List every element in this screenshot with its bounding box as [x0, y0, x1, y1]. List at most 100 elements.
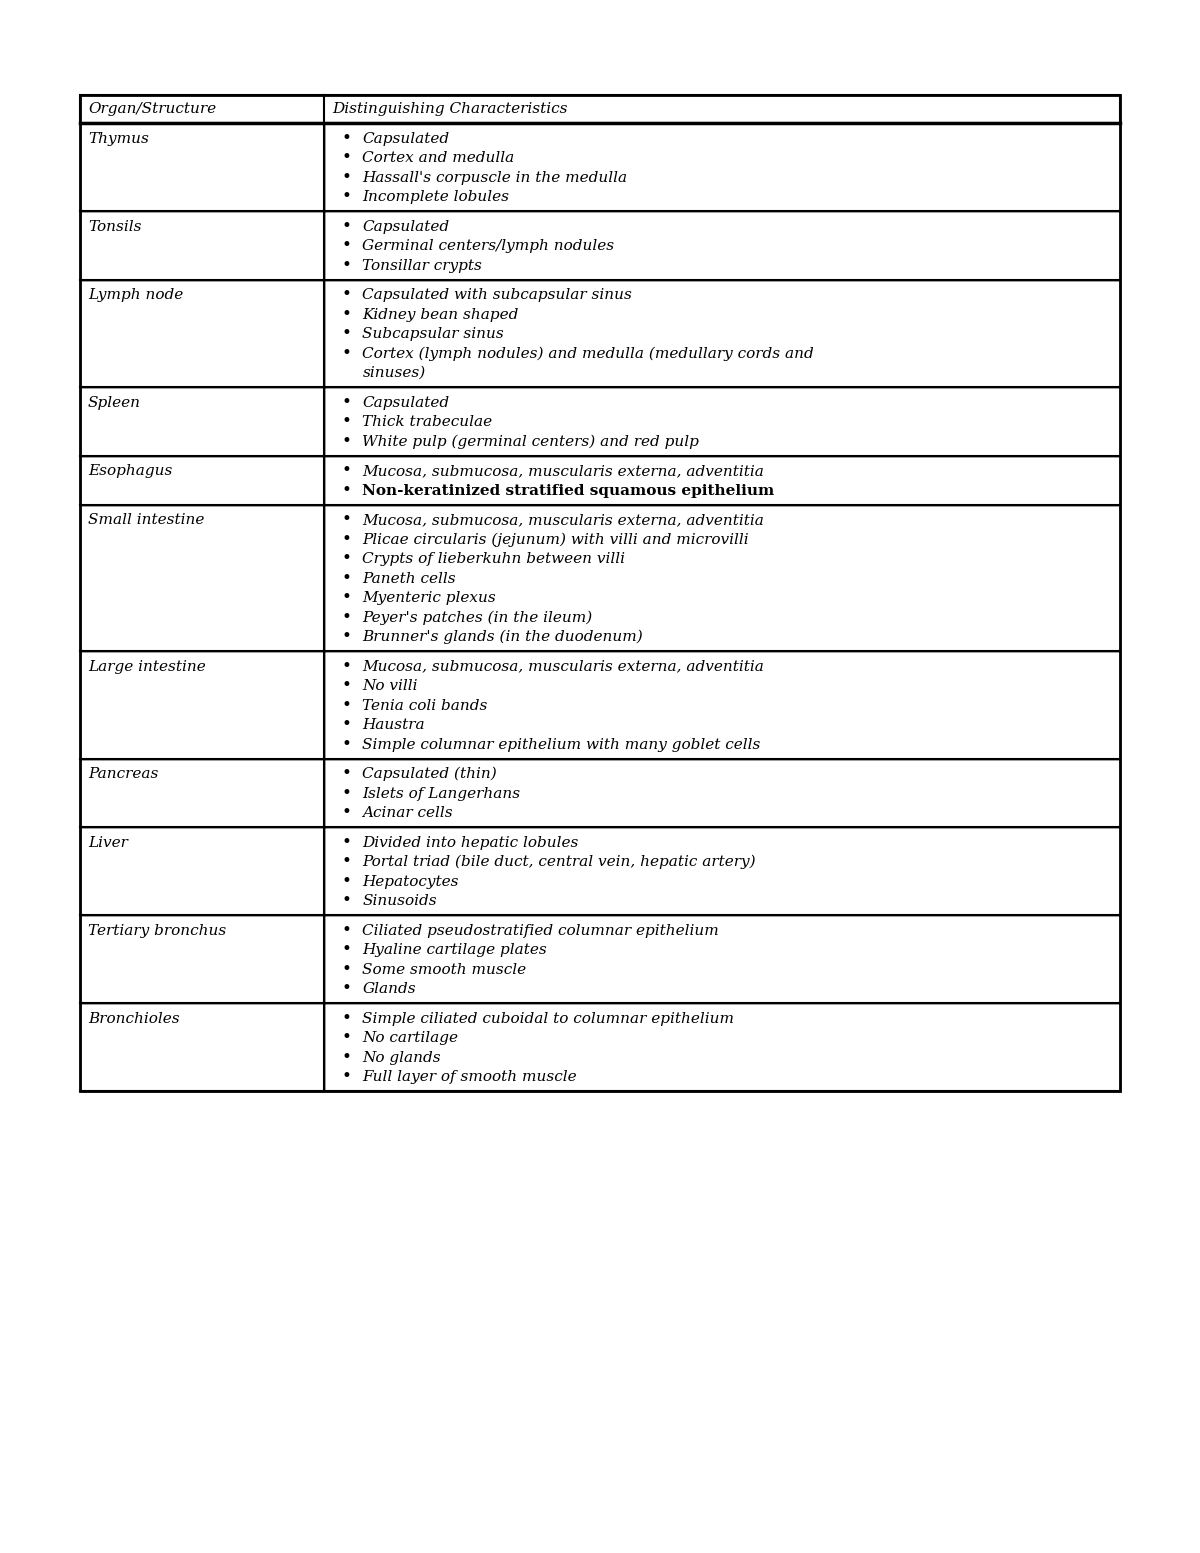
- Text: Tonsils: Tonsils: [88, 219, 142, 233]
- Text: •: •: [342, 511, 352, 528]
- Text: Portal triad (bile duct, central vein, hepatic artery): Portal triad (bile duct, central vein, h…: [362, 854, 756, 870]
- Text: Incomplete lobules: Incomplete lobules: [362, 189, 509, 203]
- Text: •: •: [342, 570, 352, 587]
- Bar: [324, 505, 1120, 651]
- Text: •: •: [342, 627, 352, 644]
- Bar: [80, 455, 324, 505]
- Text: •: •: [342, 697, 352, 714]
- Text: •: •: [342, 345, 352, 362]
- Text: Hassall's corpuscle in the medulla: Hassall's corpuscle in the medulla: [362, 171, 628, 185]
- Text: •: •: [342, 766, 352, 783]
- Text: Peyer's patches (in the ileum): Peyer's patches (in the ileum): [362, 610, 593, 624]
- Bar: [324, 828, 1120, 915]
- Text: •: •: [342, 609, 352, 626]
- Text: Germinal centers/lymph nodules: Germinal centers/lymph nodules: [362, 239, 614, 253]
- Text: sinuses): sinuses): [362, 367, 426, 380]
- Text: •: •: [342, 736, 352, 753]
- Text: •: •: [342, 853, 352, 870]
- Text: •: •: [342, 531, 352, 548]
- Text: Divided into hepatic lobules: Divided into hepatic lobules: [362, 836, 578, 849]
- Text: •: •: [342, 463, 352, 480]
- Text: •: •: [342, 149, 352, 166]
- Bar: [80, 1003, 324, 1092]
- Text: Tonsillar crypts: Tonsillar crypts: [362, 259, 482, 273]
- Text: Capsulated: Capsulated: [362, 396, 450, 410]
- Text: •: •: [342, 677, 352, 694]
- Text: Simple columnar epithelium with many goblet cells: Simple columnar epithelium with many gob…: [362, 738, 761, 752]
- Text: Thymus: Thymus: [88, 132, 149, 146]
- Text: •: •: [342, 873, 352, 890]
- Text: •: •: [342, 980, 352, 997]
- Text: •: •: [342, 941, 352, 958]
- Bar: [324, 758, 1120, 828]
- Bar: [80, 211, 324, 280]
- Text: Sinusoids: Sinusoids: [362, 895, 437, 909]
- Text: Some smooth muscle: Some smooth muscle: [362, 963, 527, 977]
- Bar: [324, 280, 1120, 387]
- Text: •: •: [342, 1048, 352, 1065]
- Text: Cortex and medulla: Cortex and medulla: [362, 151, 515, 165]
- Text: •: •: [342, 921, 352, 938]
- Text: Mucosa, submucosa, muscularis externa, adventitia: Mucosa, submucosa, muscularis externa, a…: [362, 660, 764, 674]
- Bar: [324, 651, 1120, 758]
- Bar: [80, 915, 324, 1003]
- Text: Esophagus: Esophagus: [88, 464, 173, 478]
- Bar: [80, 828, 324, 915]
- Text: Small intestine: Small intestine: [88, 512, 204, 526]
- Text: Lymph node: Lymph node: [88, 289, 184, 303]
- Text: Paneth cells: Paneth cells: [362, 572, 456, 585]
- Bar: [80, 95, 1120, 1092]
- Text: Organ/Structure: Organ/Structure: [88, 102, 216, 116]
- Text: •: •: [342, 413, 352, 430]
- Text: Capsulated (thin): Capsulated (thin): [362, 767, 497, 781]
- Text: Tenia coli bands: Tenia coli bands: [362, 699, 487, 713]
- Text: •: •: [342, 1030, 352, 1047]
- Text: Thick trabeculae: Thick trabeculae: [362, 415, 492, 429]
- Text: •: •: [342, 188, 352, 205]
- Text: Bronchioles: Bronchioles: [88, 1011, 180, 1025]
- Bar: [324, 1003, 1120, 1092]
- Text: Simple ciliated cuboidal to columnar epithelium: Simple ciliated cuboidal to columnar epi…: [362, 1011, 734, 1025]
- Text: Cortex (lymph nodules) and medulla (medullary cords and: Cortex (lymph nodules) and medulla (medu…: [362, 346, 814, 360]
- Text: Large intestine: Large intestine: [88, 660, 205, 674]
- Text: Liver: Liver: [88, 836, 128, 849]
- Text: •: •: [342, 256, 352, 273]
- Text: •: •: [342, 393, 352, 410]
- Text: Non-keratinized stratified squamous epithelium: Non-keratinized stratified squamous epit…: [362, 483, 775, 497]
- Bar: [80, 651, 324, 758]
- Text: Full layer of smooth muscle: Full layer of smooth muscle: [362, 1070, 577, 1084]
- Bar: [324, 123, 1120, 211]
- Text: •: •: [342, 433, 352, 450]
- Text: •: •: [342, 169, 352, 186]
- Text: Pancreas: Pancreas: [88, 767, 158, 781]
- Bar: [80, 280, 324, 387]
- Text: •: •: [342, 286, 352, 303]
- Text: •: •: [342, 238, 352, 255]
- Text: Kidney bean shaped: Kidney bean shaped: [362, 307, 518, 321]
- Text: Mucosa, submucosa, muscularis externa, adventitia: Mucosa, submucosa, muscularis externa, a…: [362, 464, 764, 478]
- Text: Capsulated with subcapsular sinus: Capsulated with subcapsular sinus: [362, 289, 632, 303]
- Bar: [324, 211, 1120, 280]
- Text: •: •: [342, 834, 352, 851]
- Text: •: •: [342, 1068, 352, 1086]
- Bar: [80, 758, 324, 828]
- Text: Myenteric plexus: Myenteric plexus: [362, 592, 496, 606]
- Text: Subcapsular sinus: Subcapsular sinus: [362, 328, 504, 342]
- Bar: [324, 455, 1120, 505]
- Text: No glands: No glands: [362, 1051, 442, 1065]
- Bar: [80, 95, 1120, 123]
- Text: Islets of Langerhans: Islets of Langerhans: [362, 787, 521, 801]
- Text: Tertiary bronchus: Tertiary bronchus: [88, 924, 227, 938]
- Text: •: •: [342, 891, 352, 909]
- Text: •: •: [342, 784, 352, 801]
- Text: Spleen: Spleen: [88, 396, 142, 410]
- Text: •: •: [342, 129, 352, 146]
- Text: Acinar cells: Acinar cells: [362, 806, 454, 820]
- Text: Ciliated pseudostratified columnar epithelium: Ciliated pseudostratified columnar epith…: [362, 924, 719, 938]
- Text: •: •: [342, 325, 352, 342]
- Text: •: •: [342, 481, 352, 499]
- Text: No villi: No villi: [362, 679, 418, 693]
- Text: Brunner's glands (in the duodenum): Brunner's glands (in the duodenum): [362, 629, 643, 644]
- Text: Haustra: Haustra: [362, 717, 425, 731]
- Bar: [324, 387, 1120, 455]
